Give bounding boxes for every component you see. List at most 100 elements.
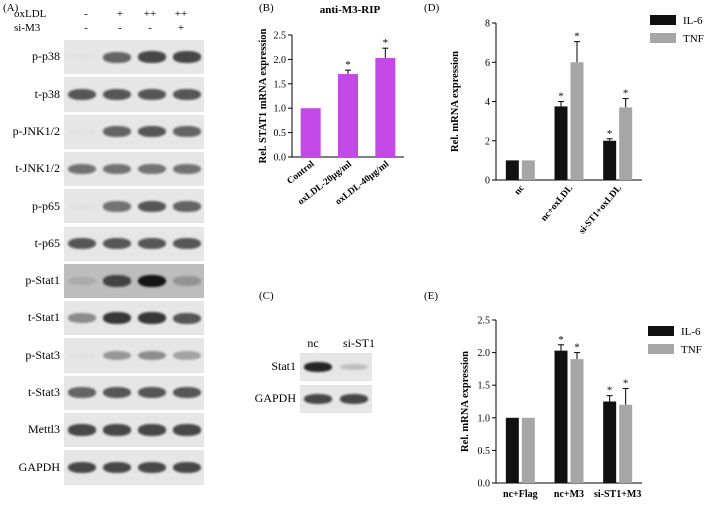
y-tick-label: 1.5	[478, 381, 491, 392]
legend-label: IL-6	[681, 326, 701, 338]
blot-band	[67, 313, 96, 324]
legend-label: TNF	[683, 33, 704, 45]
bar	[338, 74, 358, 157]
blot-row-label: p-p65	[32, 198, 60, 213]
x-tick-label: nc+Flag	[503, 489, 538, 500]
blot-band	[137, 461, 166, 474]
blot-band	[102, 387, 131, 399]
bar	[505, 417, 519, 483]
blot-band	[172, 51, 201, 63]
blot-band	[102, 350, 131, 361]
blot-row-label: t-p65	[34, 235, 60, 250]
y-tick-label: 2.0	[478, 348, 491, 359]
legend-label: IL-6	[683, 15, 703, 27]
blot-band	[67, 238, 96, 250]
blot-band	[102, 88, 131, 100]
panel-c-label: (C)	[259, 290, 274, 302]
bar	[554, 106, 568, 180]
bar	[300, 108, 321, 157]
sim3-sign: -	[118, 22, 122, 34]
chart-b: anti-M3-RIP 0.0 0.5 1.0 1.5 2.0 2.5 Rel. STAT1 …	[258, 4, 404, 207]
significance-mark: *	[345, 59, 351, 71]
blot-row: GAPDH	[19, 450, 204, 485]
y-tick-label: 4	[485, 97, 490, 108]
blot-band	[102, 275, 131, 287]
oxldl-sign: ++	[143, 8, 157, 20]
lane-label: si-ST1	[342, 336, 375, 350]
bar	[570, 359, 584, 483]
chart-e: 0.0 0.5 1.0 1.5 2.0 2.5 Rel. mRNA expression nc…	[460, 316, 702, 501]
legend-swatch	[648, 344, 674, 354]
y-tick-label: 0	[485, 176, 490, 187]
oxldl-sign: -	[84, 8, 88, 20]
blot-band	[172, 461, 201, 474]
panel-b-label: (B)	[259, 2, 274, 14]
sim3-sign: -	[148, 22, 152, 34]
blot-row: GAPDH	[255, 385, 372, 413]
blot-row: t-JNK1/2	[15, 151, 204, 187]
legend-swatch	[650, 33, 676, 43]
legend-label: TNF	[681, 344, 702, 356]
bar	[521, 417, 535, 483]
blot-row-label: GAPDH	[254, 391, 296, 406]
y-tick-label: 2.5	[478, 316, 491, 327]
blot-band	[102, 312, 131, 325]
blot-row-label: t-Stat3	[28, 385, 60, 400]
chart-title: anti-M3-RIP	[320, 4, 381, 16]
sim3-sign: +	[177, 22, 185, 34]
legend-swatch	[650, 15, 676, 25]
blot-band	[102, 461, 131, 474]
y-tick-label: 1.0	[274, 104, 287, 115]
panel-a-label: (A)	[3, 2, 19, 14]
y-tick-label: 0.5	[478, 446, 491, 457]
blot-band	[172, 163, 201, 175]
significance-mark: *	[623, 88, 629, 100]
blot-band	[102, 238, 131, 250]
sim3-sign: -	[84, 22, 88, 34]
blot-band	[137, 312, 166, 325]
blot-row-label: p-Stat3	[25, 347, 60, 362]
bar	[619, 404, 633, 483]
oxldl-header: oxLDL	[14, 8, 47, 20]
blot-row: t-Stat1	[28, 301, 204, 336]
blot-band	[67, 88, 96, 100]
bar	[505, 160, 519, 180]
y-tick-label: 2.0	[274, 55, 287, 66]
blot-band	[67, 461, 96, 474]
blot-band	[137, 238, 166, 250]
blot-row: p-JNK1/2	[13, 114, 204, 149]
blot-band	[172, 276, 201, 286]
blot-band	[67, 276, 96, 286]
panel-e-label: (E)	[424, 290, 439, 302]
blot-band	[137, 200, 166, 212]
y-axis-label: Rel. STAT1 mRNA expression	[258, 28, 269, 163]
blot-row-label: t-p38	[34, 86, 60, 101]
significance-mark: *	[574, 31, 580, 43]
blot-band	[172, 312, 201, 324]
legend-swatch	[648, 326, 674, 336]
blot-band	[172, 387, 201, 399]
significance-mark: *	[623, 377, 629, 389]
blot-band	[172, 238, 201, 250]
oxldl-sign: +	[116, 8, 124, 20]
blot-row-label: Stat1	[271, 359, 296, 374]
blot-band	[339, 394, 369, 404]
y-tick-label: 6	[485, 58, 490, 69]
bar	[375, 57, 396, 157]
oxldl-sign: ++	[174, 8, 188, 20]
x-tick-label: si-ST1+M3	[594, 489, 641, 500]
blot-band	[172, 88, 201, 100]
blot-row-label: t-Stat1	[28, 310, 60, 325]
blot-band	[67, 203, 96, 210]
blot-band	[303, 394, 333, 404]
blot-band	[102, 201, 131, 212]
blot-row-label: Mettl3	[28, 422, 60, 437]
blot-row: t-p38	[35, 77, 204, 112]
x-tick-label: nc+M3	[554, 489, 584, 500]
blot-band	[102, 51, 131, 63]
blot-band	[339, 363, 369, 371]
blot-row: p-Stat3	[25, 338, 204, 373]
blot-band	[102, 126, 131, 138]
blot-band	[137, 274, 166, 288]
blot-band	[137, 163, 166, 175]
